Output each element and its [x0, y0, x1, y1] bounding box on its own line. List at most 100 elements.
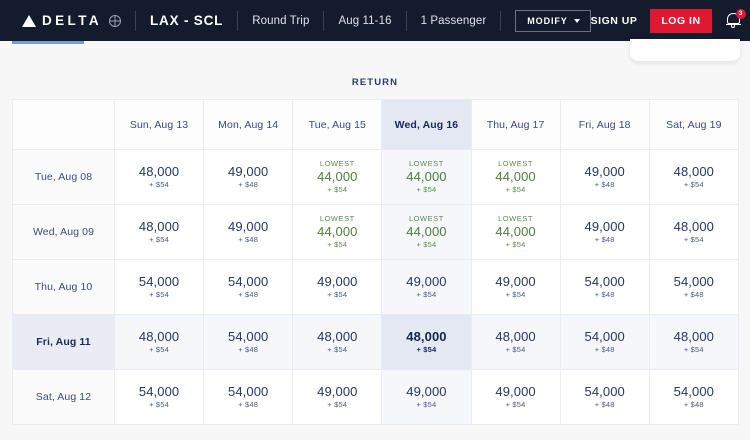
- fare-taxes: + $54: [416, 239, 437, 249]
- fare-taxes: + $48: [238, 234, 259, 244]
- fare-cell[interactable]: 49,000 + $48: [559, 149, 650, 205]
- route-label: LAX - SCL: [150, 13, 224, 28]
- return-date-column-header[interactable]: Sat, Aug 19: [648, 99, 739, 150]
- fare-miles: 49,000: [317, 273, 358, 289]
- fare-cell[interactable]: 48,000 + $54: [113, 204, 205, 260]
- divider: [237, 10, 239, 31]
- fare-cell[interactable]: LOWEST 44,000 + $54: [470, 204, 561, 260]
- delta-logo[interactable]: DELTA: [22, 13, 121, 28]
- fare-cell[interactable]: 49,000 + $54: [292, 259, 383, 315]
- notification-badge: 3: [735, 9, 746, 19]
- fare-taxes: + $54: [327, 184, 348, 194]
- fare-cell[interactable]: LOWEST 44,000 + $54: [381, 149, 472, 205]
- fare-cell[interactable]: 54,000 + $48: [648, 369, 739, 425]
- fare-cell[interactable]: 49,000 + $54: [470, 259, 561, 315]
- modify-search-button[interactable]: MODIFY: [515, 9, 591, 32]
- fare-cell[interactable]: 54,000 + $48: [203, 314, 294, 370]
- table-row: Wed, Aug 09 48,000 + $54 49,000 + $48 LOWEST 4…: [12, 204, 739, 260]
- depart-date-row-header[interactable]: Sat, Aug 12: [12, 369, 115, 425]
- return-date-column-header[interactable]: Wed, Aug 16: [381, 99, 472, 150]
- fare-miles: 44,000: [406, 223, 447, 239]
- fare-miles: 49,000: [406, 273, 447, 289]
- fare-miles: 44,000: [495, 168, 536, 184]
- fare-cell[interactable]: LOWEST 44,000 + $54: [292, 204, 383, 260]
- notifications-bell-icon[interactable]: 3: [725, 9, 746, 31]
- lowest-fare-badge: LOWEST: [498, 158, 534, 168]
- fare-cell[interactable]: 54,000 + $48: [648, 259, 739, 315]
- fare-cell[interactable]: 48,000 + $54: [113, 314, 205, 370]
- fare-cell[interactable]: 49,000 + $54: [292, 369, 383, 425]
- trip-type-label: Round Trip: [252, 14, 310, 27]
- fare-cell[interactable]: 54,000 + $48: [203, 259, 294, 315]
- fare-cell[interactable]: 48,000 + $54: [292, 314, 383, 370]
- fare-cell[interactable]: 49,000 + $54: [381, 259, 472, 315]
- fare-cell[interactable]: 54,000 + $48: [559, 259, 650, 315]
- fare-miles: 54,000: [673, 273, 714, 289]
- fare-taxes: + $48: [238, 399, 259, 409]
- fare-miles: 54,000: [584, 383, 625, 399]
- fare-cell[interactable]: LOWEST 44,000 + $54: [470, 149, 561, 205]
- fare-cell[interactable]: 49,000 + $48: [559, 204, 650, 260]
- fare-cell[interactable]: 49,000 + $54: [470, 369, 561, 425]
- sub-header-strip: [0, 39, 750, 65]
- return-date-column-header[interactable]: Mon, Aug 14: [203, 99, 294, 150]
- depart-date-row-header[interactable]: Fri, Aug 11: [12, 314, 115, 370]
- fare-cell[interactable]: 48,000 + $54: [648, 204, 739, 260]
- fare-taxes: + $48: [594, 234, 615, 244]
- divider: [135, 10, 136, 31]
- app-header: DELTA LAX - SCL Round Trip Aug 11-16 1 P…: [0, 0, 750, 41]
- fare-cell[interactable]: 48,000 + $54: [648, 149, 739, 205]
- return-date-column-header[interactable]: Sun, Aug 13: [113, 99, 205, 150]
- fare-taxes: + $54: [416, 289, 437, 299]
- fare-taxes: + $54: [149, 234, 170, 244]
- fare-cell[interactable]: 54,000 + $54: [113, 369, 205, 425]
- grid-header-row: Sun, Aug 13 Mon, Aug 14 Tue, Aug 15 Wed, Au…: [12, 99, 739, 150]
- fare-cell[interactable]: 49,000 + $48: [203, 204, 294, 260]
- return-date-column-header[interactable]: Fri, Aug 18: [559, 99, 650, 150]
- fare-taxes: + $54: [416, 399, 437, 409]
- fare-cell[interactable]: 49,000 + $48: [203, 149, 294, 205]
- sign-up-button[interactable]: SIGN UP: [590, 14, 638, 27]
- fare-taxes: + $48: [594, 179, 615, 189]
- fare-taxes: + $54: [327, 399, 348, 409]
- fare-taxes: + $54: [327, 289, 348, 299]
- floating-dropdown-panel[interactable]: [630, 39, 740, 61]
- log-in-button[interactable]: LOG IN: [650, 8, 712, 33]
- fare-miles: 54,000: [584, 273, 625, 289]
- globe-icon: [109, 14, 121, 27]
- fare-miles: 44,000: [317, 168, 358, 184]
- fare-cell[interactable]: 48,000 + $54: [381, 314, 472, 370]
- fare-cell[interactable]: 48,000 + $54: [470, 314, 561, 370]
- fare-miles: 54,000: [228, 273, 269, 289]
- return-date-column-header[interactable]: Thu, Aug 17: [470, 99, 561, 150]
- return-date-column-header[interactable]: Tue, Aug 15: [292, 99, 383, 150]
- fare-cell[interactable]: 48,000 + $54: [113, 149, 205, 205]
- fare-taxes: + $54: [683, 234, 704, 244]
- fare-miles: 54,000: [138, 383, 180, 399]
- fare-cell[interactable]: 49,000 + $54: [381, 369, 472, 425]
- lowest-fare-badge: LOWEST: [408, 213, 444, 223]
- fare-miles: 54,000: [138, 273, 180, 289]
- fare-taxes: + $54: [149, 179, 170, 189]
- depart-date-row-header[interactable]: Thu, Aug 10: [12, 259, 115, 315]
- fare-cell[interactable]: 54,000 + $48: [559, 314, 650, 370]
- fare-taxes: + $54: [505, 344, 526, 354]
- lowest-fare-badge: LOWEST: [319, 213, 355, 223]
- table-row: Fri, Aug 11 48,000 + $54 54,000 + $48 48,000 +…: [12, 314, 739, 370]
- depart-date-row-header[interactable]: Wed, Aug 09: [12, 204, 115, 260]
- bell-clapper: [731, 25, 736, 28]
- table-row: Thu, Aug 10 54,000 + $54 54,000 + $48 49,000 +…: [12, 259, 739, 315]
- fare-taxes: + $54: [505, 399, 526, 409]
- fare-miles: 54,000: [584, 328, 625, 344]
- fare-cell[interactable]: LOWEST 44,000 + $54: [381, 204, 472, 260]
- fare-cell[interactable]: LOWEST 44,000 + $54: [292, 149, 383, 205]
- divider: [500, 10, 502, 31]
- fare-cell[interactable]: 48,000 + $54: [648, 314, 739, 370]
- fare-taxes: + $54: [683, 179, 704, 189]
- fare-cell[interactable]: 54,000 + $54: [113, 259, 205, 315]
- depart-date-row-header[interactable]: Tue, Aug 08: [12, 149, 115, 205]
- fare-miles: 44,000: [495, 223, 536, 239]
- fare-cell[interactable]: 54,000 + $48: [559, 369, 650, 425]
- fare-taxes: + $48: [594, 289, 615, 299]
- fare-cell[interactable]: 54,000 + $48: [203, 369, 294, 425]
